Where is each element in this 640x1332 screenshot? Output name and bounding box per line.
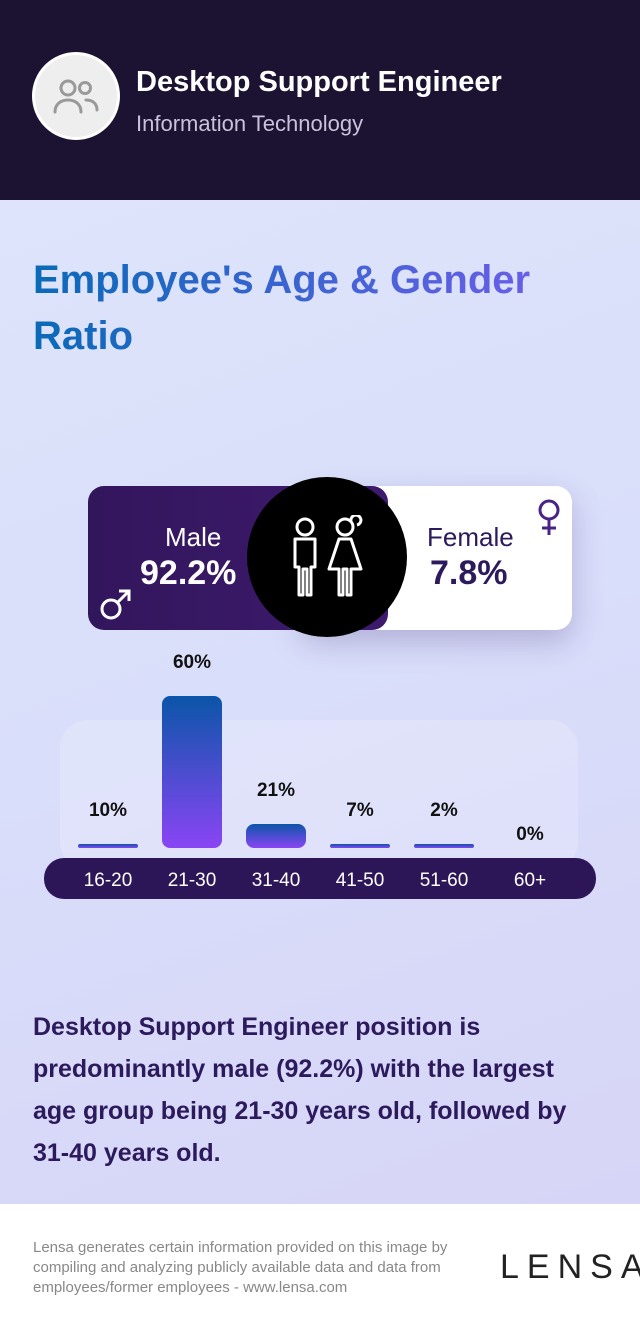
x-tick-label: 41-50 bbox=[335, 870, 385, 891]
bar-value-label: 2% bbox=[430, 800, 458, 821]
bar-41-50 bbox=[330, 844, 390, 848]
page-title: Employee's Age & Gender Ratio bbox=[33, 252, 623, 364]
x-tick-label: 21-30 bbox=[167, 870, 217, 891]
x-axis bbox=[44, 858, 596, 899]
chart-panel bbox=[60, 720, 578, 870]
footer: Lensa generates certain information prov… bbox=[0, 1204, 640, 1332]
bar-16-20 bbox=[78, 844, 138, 848]
bar-value-label: 60% bbox=[172, 651, 212, 673]
header: Desktop Support Engineer Information Tec… bbox=[0, 0, 640, 200]
bar-21-30 bbox=[162, 695, 222, 848]
people-icon bbox=[247, 477, 407, 637]
x-tick-label: 16-20 bbox=[83, 870, 133, 891]
summary-text: Desktop Support Engineer position is pre… bbox=[33, 1013, 567, 1167]
x-tick-label: 51-60 bbox=[419, 870, 469, 891]
lensa-logo: LENSA bbox=[500, 1248, 640, 1286]
disclaimer: Lensa generates certain information prov… bbox=[33, 1239, 448, 1296]
female-value: 7.8% bbox=[430, 554, 508, 592]
bar-31-40 bbox=[246, 824, 306, 848]
users-icon bbox=[32, 52, 120, 140]
female-symbol-icon bbox=[538, 499, 560, 535]
female-label: Female bbox=[427, 522, 514, 552]
bar-value-label: 0% bbox=[516, 824, 544, 845]
bar-value-label: 21% bbox=[256, 780, 296, 802]
bar-value-label: 10% bbox=[88, 800, 128, 821]
male-symbol-icon bbox=[100, 589, 131, 620]
job-title: Desktop Support Engineer bbox=[136, 66, 502, 98]
male-value: 92.2% bbox=[140, 554, 237, 592]
x-tick-label: 31-40 bbox=[251, 870, 301, 891]
bar-value-label: 7% bbox=[346, 800, 374, 821]
male-label: Male bbox=[165, 522, 222, 552]
bar-51-60 bbox=[414, 844, 474, 848]
x-tick-label: 60+ bbox=[513, 870, 547, 891]
department: Information Technology bbox=[136, 111, 364, 136]
